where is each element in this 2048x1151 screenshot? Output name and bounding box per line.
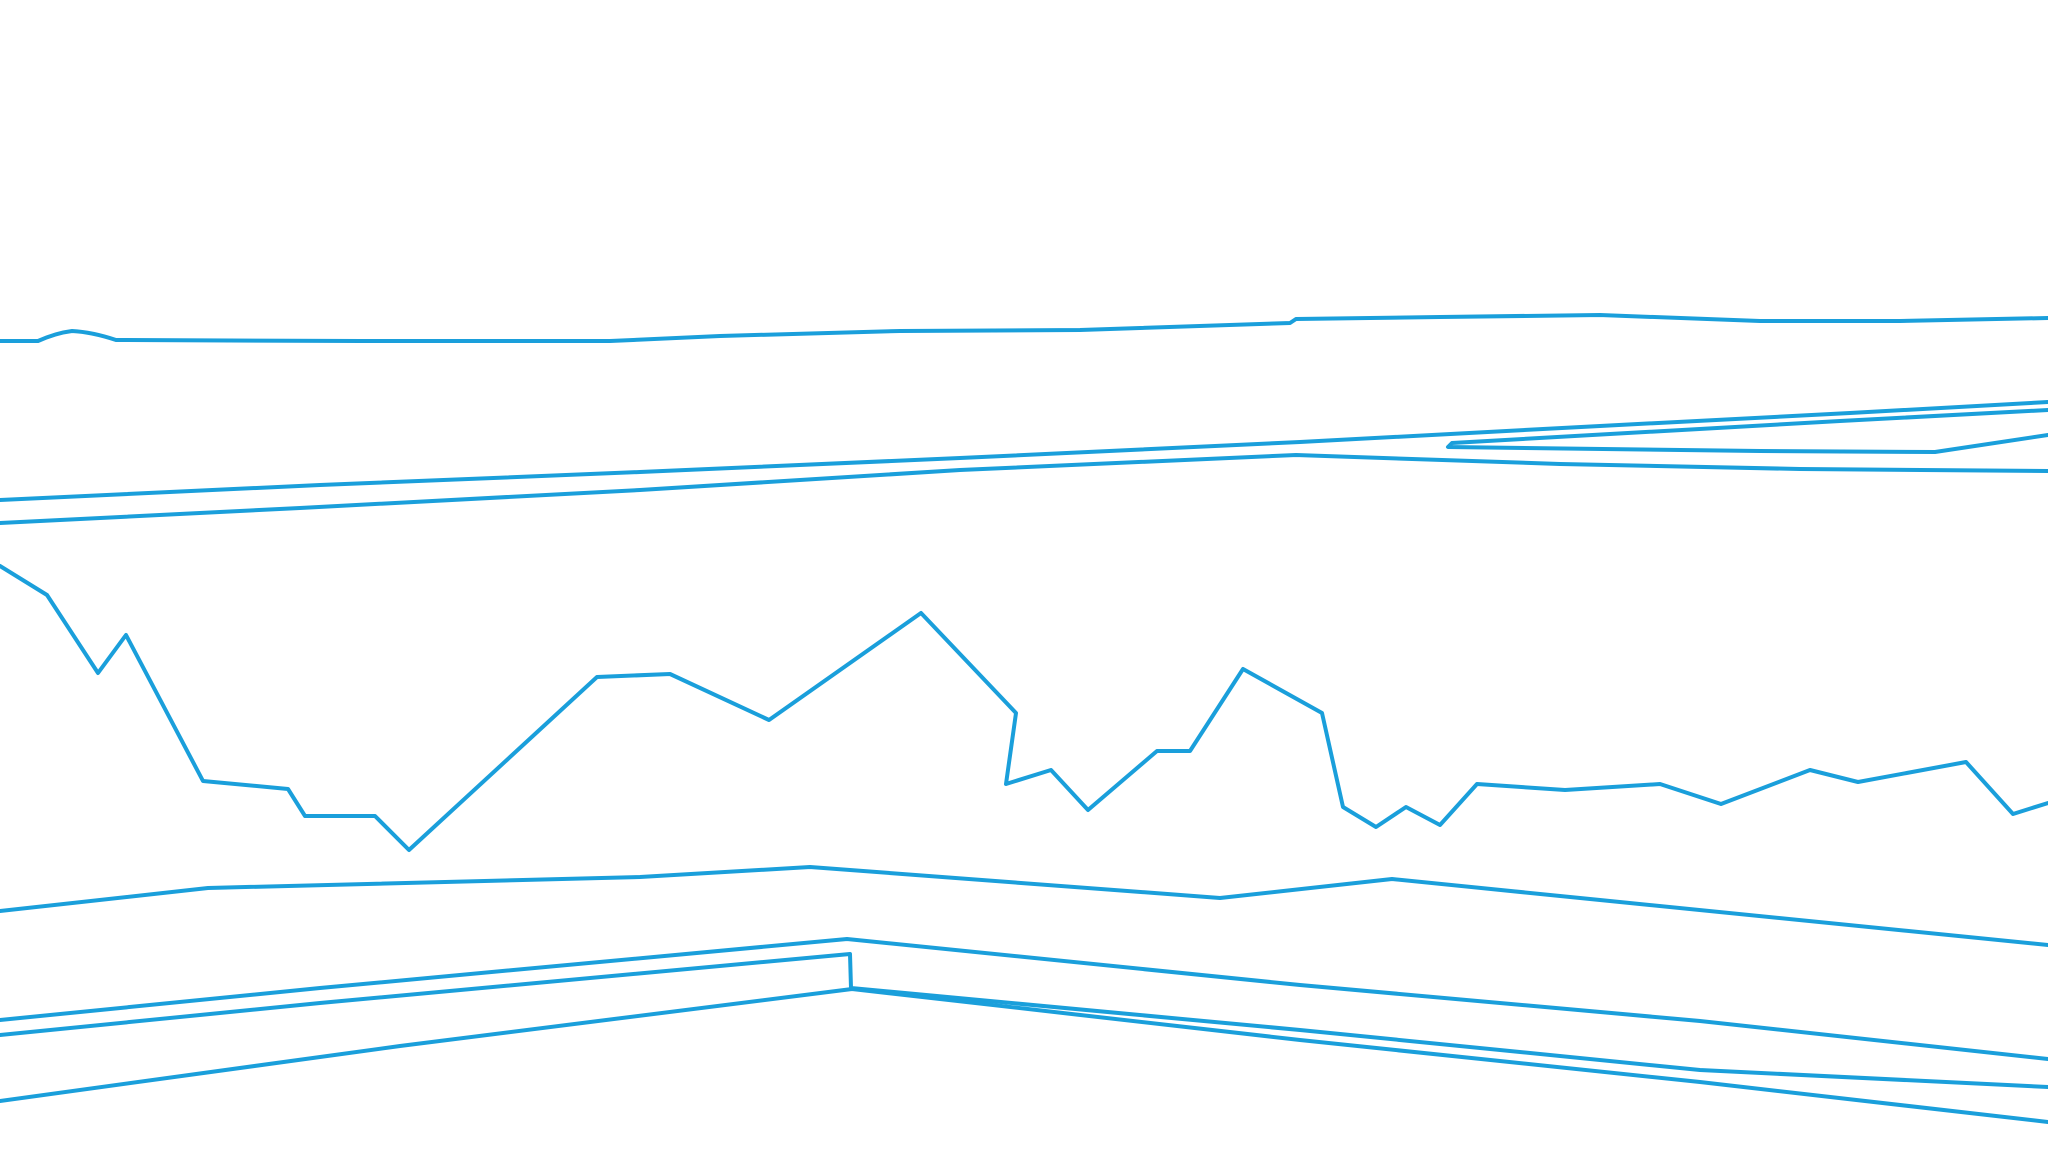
lower-roof-line-1	[0, 937, 2048, 1061]
jagged-profile-line	[0, 564, 2048, 852]
upper-right-bracket-line	[1446, 408, 2048, 454]
upper-left-long-line	[0, 453, 2048, 525]
lower-roof-line-3	[0, 987, 2048, 1124]
top-wavy-line	[0, 313, 2048, 343]
lower-roof-line-2	[0, 952, 2048, 1089]
middle-broken-line	[0, 865, 2048, 947]
line-group	[0, 313, 2048, 1124]
upper-long-line	[0, 400, 2048, 502]
